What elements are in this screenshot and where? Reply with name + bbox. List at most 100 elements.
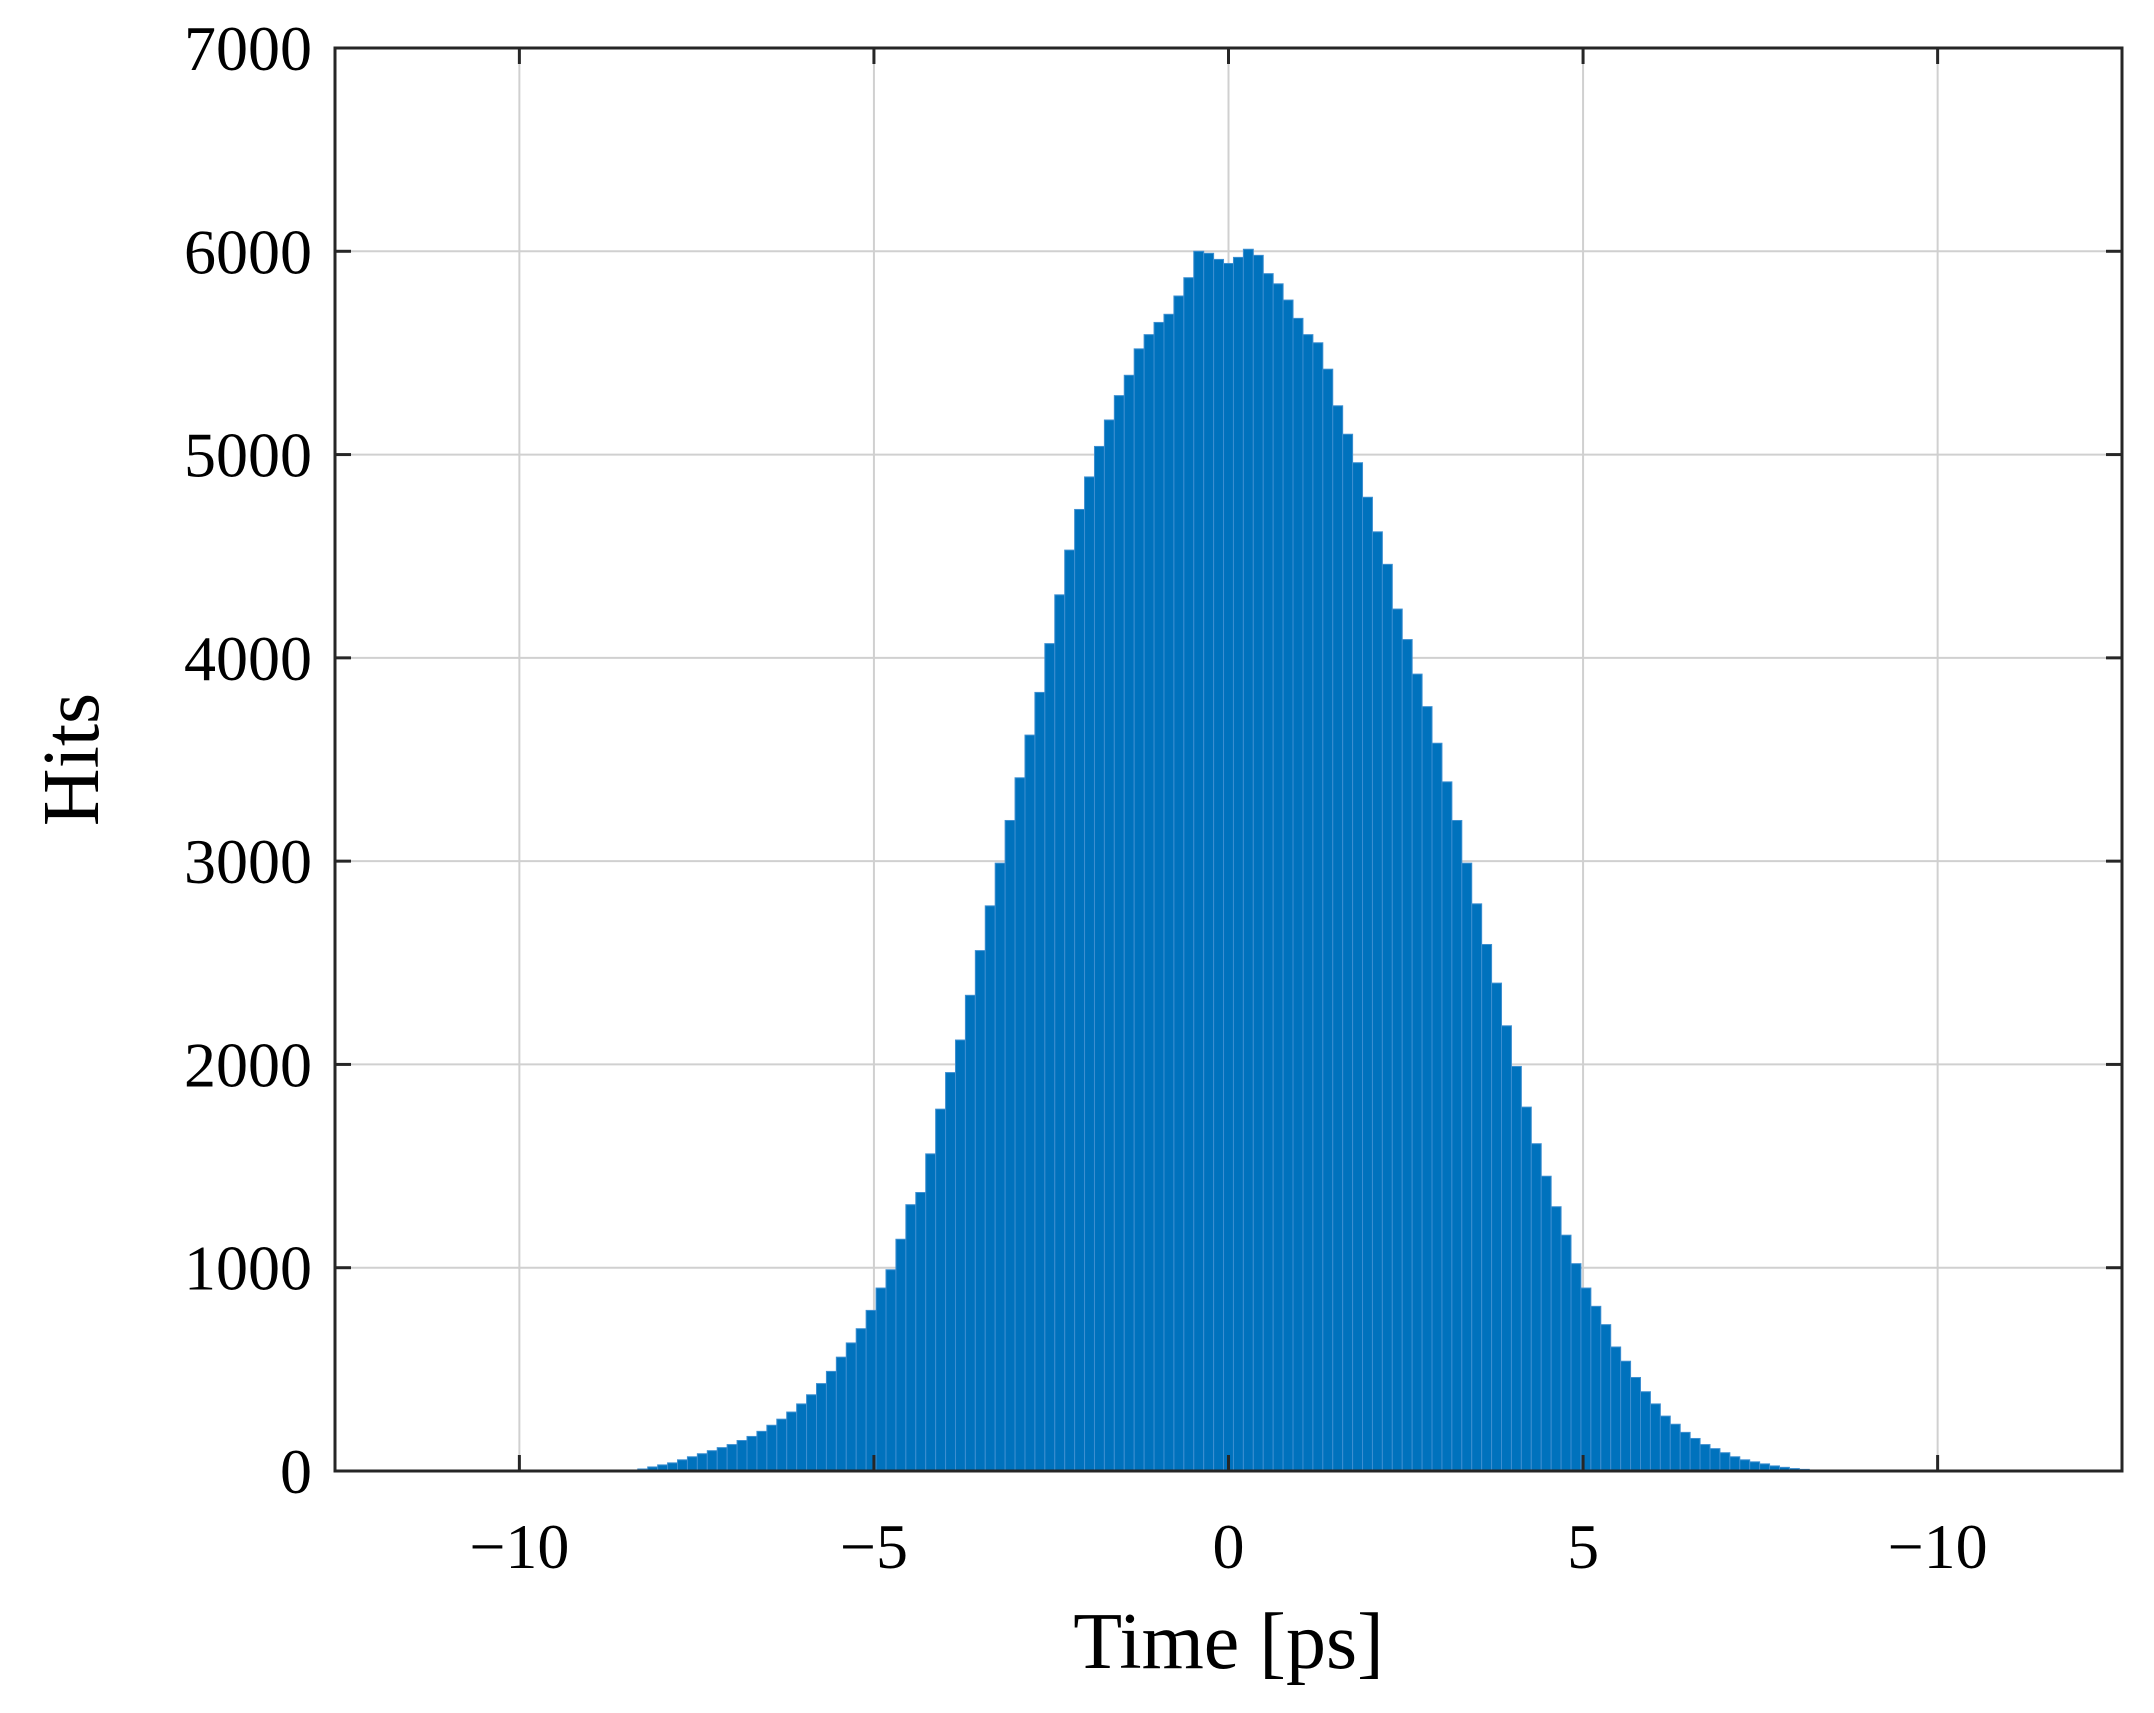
histogram-bar — [825, 1370, 837, 1472]
histogram-bar — [1590, 1305, 1602, 1472]
histogram-bar — [845, 1342, 857, 1472]
histogram-bar — [1074, 508, 1086, 1472]
histogram-bar — [1193, 250, 1205, 1472]
y-tick-label: 7000 — [184, 13, 312, 84]
x-tick-label: −10 — [469, 1511, 569, 1582]
histogram-bar — [726, 1444, 738, 1472]
histogram-bar — [1570, 1263, 1582, 1472]
x-tick-labels: −10 −5 0 5 −10 — [469, 1511, 1987, 1582]
histogram-bar — [815, 1383, 827, 1472]
histogram-bar — [1461, 862, 1473, 1472]
histogram-bar — [925, 1153, 937, 1472]
x-axis-label: Time [ps] — [1073, 1598, 1383, 1686]
histogram-bar — [756, 1430, 768, 1472]
histogram-bar — [1342, 433, 1354, 1472]
histogram-bar — [1024, 734, 1036, 1472]
histogram-bar — [1252, 254, 1264, 1472]
histogram-bar — [1649, 1403, 1661, 1472]
histogram-bar — [1540, 1175, 1552, 1472]
histogram-bar — [855, 1328, 867, 1472]
histogram-bar — [1689, 1437, 1701, 1472]
tick-marks — [335, 46, 2122, 1473]
histogram-bar — [1004, 819, 1016, 1472]
histogram-bar — [786, 1411, 798, 1472]
histogram-bar — [766, 1424, 778, 1472]
histogram-bar — [696, 1453, 708, 1472]
histogram-bar — [716, 1447, 728, 1472]
histogram-bar — [1113, 395, 1125, 1472]
histogram-bar — [1520, 1106, 1532, 1472]
histogram-bar — [1481, 943, 1493, 1472]
histogram-bar — [1213, 258, 1225, 1472]
y-axis-label: Hits — [28, 693, 116, 826]
histogram-bar — [1103, 419, 1115, 1472]
histogram-bar — [1679, 1431, 1691, 1472]
histogram-bar — [1659, 1415, 1671, 1472]
histogram-bar — [1699, 1444, 1711, 1472]
y-tick-label: 5000 — [184, 420, 312, 491]
histogram-bar — [895, 1238, 907, 1472]
histogram-bar — [1411, 673, 1423, 1472]
histogram-bar — [905, 1204, 917, 1472]
histogram-bar — [974, 950, 986, 1472]
histogram-bar — [1491, 982, 1503, 1472]
histogram-bar — [1719, 1452, 1731, 1472]
histogram-bar — [1292, 317, 1304, 1472]
histogram-bar — [885, 1269, 897, 1472]
histogram-bar — [1332, 405, 1344, 1472]
histogram-bar — [1620, 1360, 1632, 1472]
histogram-bar — [1064, 549, 1076, 1472]
histogram-bar — [1371, 531, 1383, 1472]
histogram-bar — [736, 1440, 748, 1472]
histogram-bar — [1223, 262, 1234, 1472]
histogram-bar — [1729, 1456, 1741, 1472]
histogram-bar — [796, 1403, 808, 1472]
x-tick-label: 0 — [1213, 1511, 1245, 1582]
histogram-bar — [865, 1309, 877, 1472]
histogram-bar — [1133, 348, 1145, 1472]
histogram-bar — [1242, 248, 1254, 1472]
histogram-bar — [1123, 374, 1135, 1472]
histogram-bar — [1669, 1423, 1681, 1472]
histogram-bar — [1630, 1376, 1642, 1472]
histogram-bar — [1163, 313, 1175, 1472]
histogram-bar — [1510, 1065, 1522, 1472]
histogram-bar — [1600, 1324, 1612, 1472]
histogram-bar — [1084, 476, 1095, 1472]
histogram-bar — [1610, 1346, 1622, 1472]
histogram-bar — [1352, 462, 1364, 1472]
y-tick-label: 6000 — [184, 216, 312, 287]
x-tick-label: 5 — [1567, 1511, 1599, 1582]
histogram-bar — [1203, 252, 1215, 1472]
histogram-bar — [1739, 1459, 1751, 1472]
histogram-bar — [875, 1287, 887, 1472]
histogram-bar — [945, 1072, 956, 1472]
x-tick-label: −10 — [1888, 1511, 1988, 1582]
histogram-bar — [1709, 1448, 1721, 1472]
histogram-bar — [1153, 321, 1165, 1472]
histogram-bar — [915, 1191, 927, 1472]
histogram-bar — [1421, 706, 1433, 1472]
y-tick-label: 3000 — [184, 826, 312, 897]
histogram-bar — [1262, 273, 1274, 1472]
histogram-bar — [1501, 1025, 1512, 1472]
histogram-bar — [1381, 563, 1393, 1472]
y-tick-label: 0 — [280, 1436, 312, 1507]
histogram-bar — [1441, 781, 1453, 1472]
histogram-bar — [1302, 334, 1314, 1472]
histogram-bar — [1093, 445, 1105, 1472]
histogram-bar — [994, 862, 1006, 1472]
x-tick-label: −5 — [840, 1511, 908, 1582]
y-tick-label: 1000 — [184, 1233, 312, 1304]
histogram-bar — [1054, 594, 1066, 1472]
histogram-bar — [1560, 1234, 1572, 1472]
histogram-bar — [964, 994, 976, 1472]
y-tick-label: 4000 — [184, 623, 312, 694]
histogram-bar — [1530, 1143, 1542, 1472]
histogram-bar — [686, 1456, 698, 1472]
histogram-bar — [806, 1394, 817, 1472]
histogram-bar — [706, 1450, 718, 1472]
histogram-bar — [1272, 283, 1284, 1472]
histogram-bar — [1312, 342, 1324, 1472]
